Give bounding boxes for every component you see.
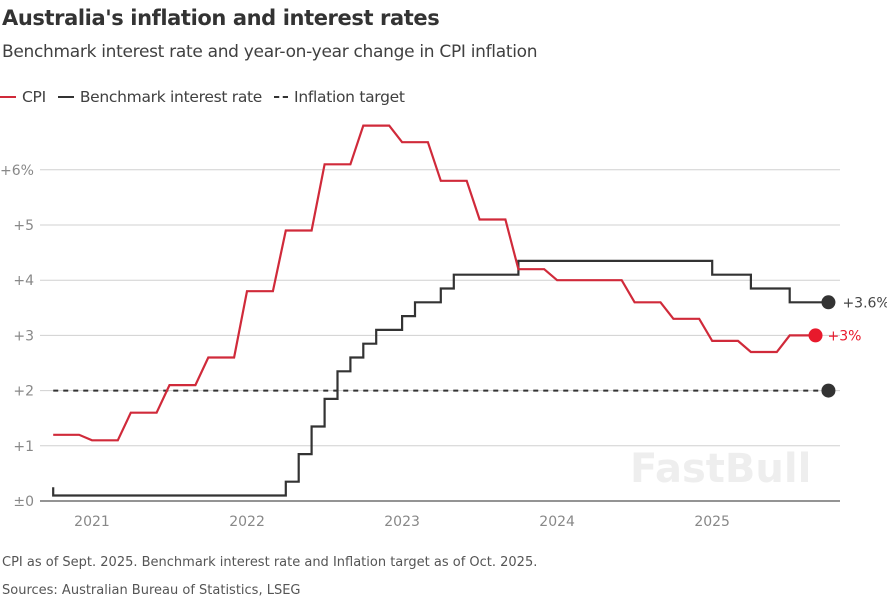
y-tick-label: +4 (13, 273, 34, 289)
y-tick-label: +3 (13, 328, 34, 344)
legend-label: CPI (22, 88, 46, 106)
x-tick-label: 2023 (384, 514, 420, 530)
legend-swatch-cpi (0, 96, 16, 98)
legend-swatch-rate (57, 96, 74, 98)
legend-label: Benchmark interest rate (79, 88, 263, 106)
cpi-line (53, 124, 816, 442)
watermark-logo: FastBull (630, 446, 811, 492)
interest-rate-end-label: +3.6% (842, 295, 887, 311)
legend-swatch-target (274, 96, 289, 98)
y-tick-label: +6% (0, 163, 34, 179)
chart-notes: CPI as of Sept. 2025. Benchmark interest… (2, 555, 538, 570)
legend-label: Inflation target (294, 88, 405, 106)
interest-rate-line (52, 259, 829, 497)
y-tick-label: +2 (13, 384, 34, 400)
cpi-end-label: +3% (828, 328, 862, 344)
x-tick-label: 2024 (539, 514, 575, 530)
chart-subtitle: Benchmark interest rate and year-on-year… (2, 42, 538, 62)
inflation-target-end-dot (821, 383, 836, 398)
x-tick-label: 2022 (229, 514, 265, 530)
legend-item-cpi: CPI (0, 88, 46, 106)
y-tick-label: +5 (13, 218, 34, 234)
y-tick-label: ±0 (13, 494, 34, 510)
chart-sources: Sources: Australian Bureau of Statistics… (2, 583, 301, 598)
legend-item-interest-rate: Benchmark interest rate (57, 88, 263, 106)
legend: CPI Benchmark interest rate Inflation ta… (0, 88, 417, 106)
cpi-end-dot (808, 328, 823, 343)
interest-rate-end-dot (821, 295, 836, 310)
x-tick-label: 2021 (74, 514, 110, 530)
legend-item-inflation-target: Inflation target (274, 88, 405, 106)
y-tick-label: +1 (13, 439, 34, 455)
chart-title: Australia's inflation and interest rates (2, 6, 440, 30)
x-tick-label: 2025 (694, 514, 730, 530)
